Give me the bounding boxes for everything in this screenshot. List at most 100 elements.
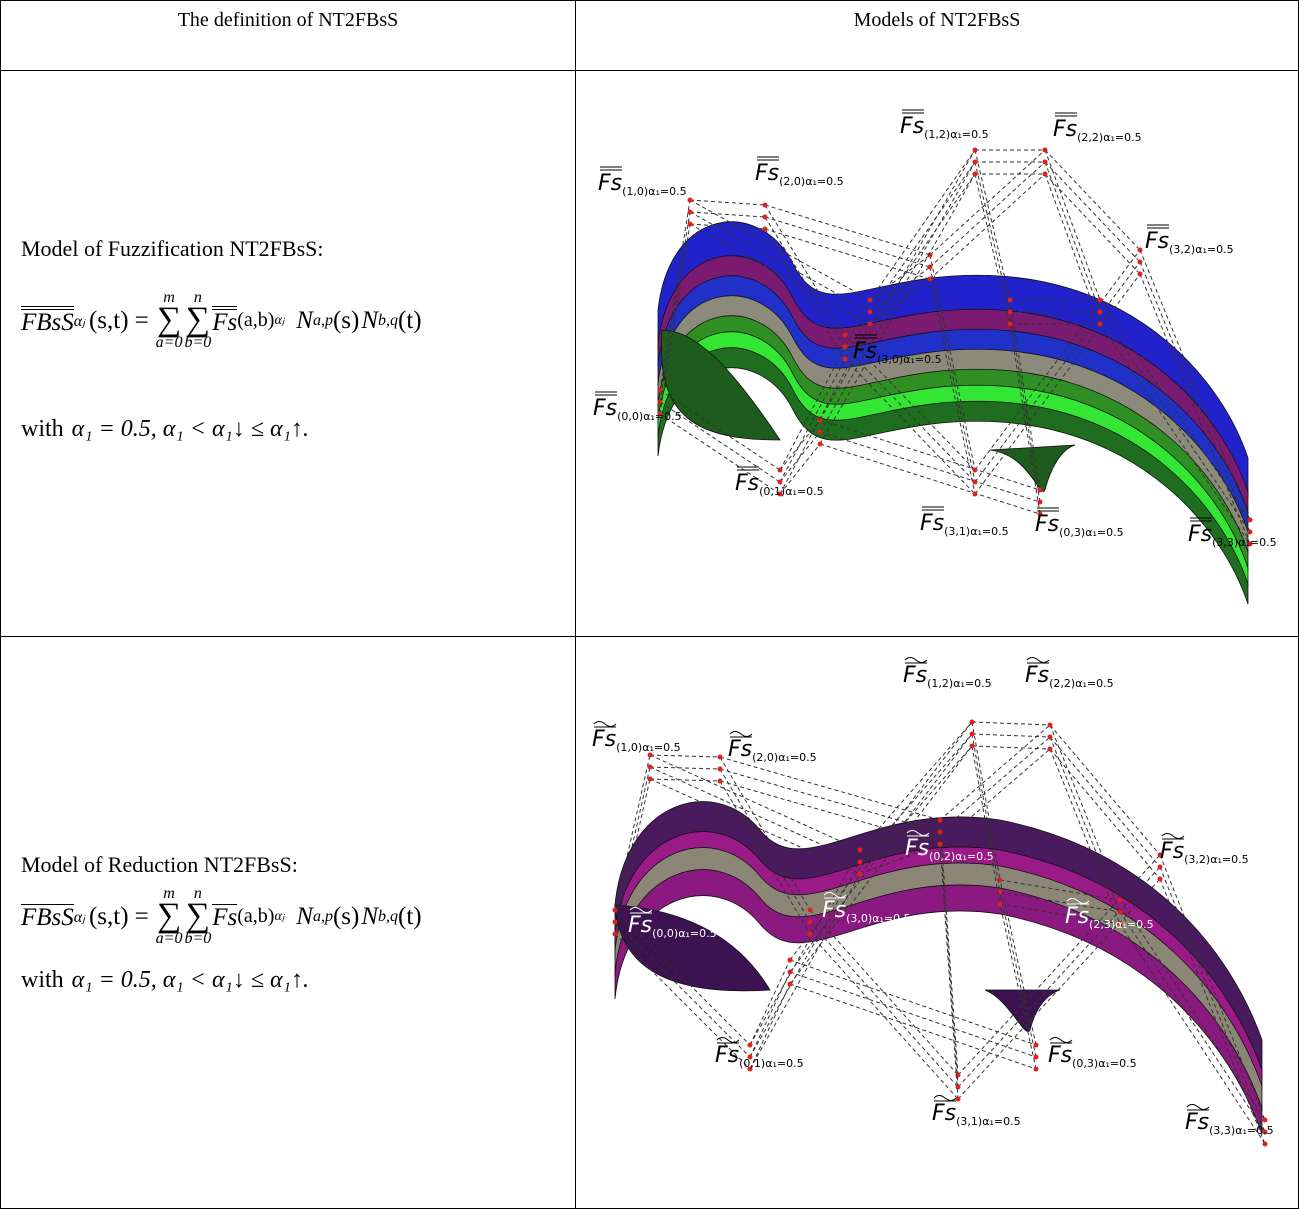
label-name: Fs — [1035, 512, 1059, 537]
point-label: Fs(1,2)α₁=0.5 — [903, 663, 992, 690]
point-label: Fs(3,1)α₁=0.5 — [920, 511, 1009, 538]
label-name: Fs — [735, 471, 759, 496]
label-name: Fs — [1053, 117, 1077, 142]
label-name: Fs — [822, 898, 846, 923]
control-point — [868, 310, 873, 315]
label-subscript: (3,2)α₁=0.5 — [1184, 853, 1248, 866]
point-label: Fs(2,0)α₁=0.5 — [728, 737, 817, 764]
control-point — [1138, 260, 1143, 265]
control-point — [973, 160, 978, 165]
control-net — [1000, 904, 1036, 1069]
control-point — [868, 322, 873, 327]
label-subscript: (2,0)α₁=0.5 — [779, 175, 843, 188]
control-point — [843, 333, 848, 338]
surface-underside — [985, 990, 1060, 1032]
control-point — [970, 732, 975, 737]
label-name: Fs — [715, 1043, 739, 1068]
control-point — [808, 920, 813, 925]
model-figures: Fs(1,0)α₁=0.5Fs(2,0)α₁=0.5Fs(1,2)α₁=0.5F… — [0, 0, 1299, 1209]
control-net — [1045, 162, 1140, 262]
label-subscript: (3,0)α₁=0.5 — [877, 353, 941, 366]
control-net — [972, 722, 1050, 725]
label-name: Fs — [1160, 839, 1184, 864]
control-point — [973, 172, 978, 177]
control-point — [788, 958, 793, 963]
label-name: Fs — [598, 171, 622, 196]
label-subscript: (1,0)α₁=0.5 — [622, 185, 686, 198]
control-net — [765, 205, 930, 255]
control-point — [973, 492, 978, 497]
control-point — [1008, 310, 1013, 315]
control-net — [650, 767, 720, 769]
control-point — [928, 277, 933, 282]
control-point — [1034, 1067, 1039, 1072]
control-point — [778, 480, 783, 485]
control-point — [1098, 322, 1103, 327]
label-subscript: (3,3)α₁=0.5 — [1212, 536, 1276, 549]
control-point — [648, 765, 653, 770]
control-point — [778, 468, 783, 473]
control-point — [858, 860, 863, 865]
control-point — [718, 779, 723, 784]
control-point — [613, 920, 618, 925]
control-point — [688, 198, 693, 203]
control-net — [1045, 150, 1140, 250]
control-point — [973, 468, 978, 473]
tilde — [905, 658, 927, 663]
control-point — [1263, 1142, 1268, 1147]
control-point — [1158, 877, 1163, 882]
control-point — [843, 357, 848, 362]
control-net — [940, 725, 1050, 820]
control-point — [1008, 322, 1013, 327]
control-point — [973, 480, 978, 485]
label-name: Fs — [903, 663, 927, 688]
point-label: Fs(2,2)α₁=0.5 — [1053, 117, 1142, 144]
control-point — [718, 755, 723, 760]
model-figure: Fs(1,2)α₁=0.5Fs(2,2)α₁=0.5Fs(1,0)α₁=0.5F… — [592, 658, 1274, 1147]
control-point — [818, 430, 823, 435]
control-point — [956, 1085, 961, 1090]
label-name: Fs — [755, 161, 779, 186]
control-point — [808, 908, 813, 913]
control-net — [790, 960, 1036, 1045]
label-name: Fs — [1065, 904, 1089, 929]
point-label: Fs(2,2)α₁=0.5 — [1025, 663, 1114, 690]
control-point — [868, 298, 873, 303]
label-subscript: (0,3)α₁=0.5 — [1072, 1057, 1136, 1070]
label-name: Fs — [900, 114, 924, 139]
point-label: Fs(3,1)α₁=0.5 — [932, 1101, 1021, 1128]
control-point — [858, 872, 863, 877]
point-label: Fs(1,0)α₁=0.5 — [598, 171, 687, 198]
point-label: Fs(0,1)α₁=0.5 — [735, 471, 824, 498]
tilde — [1187, 1105, 1209, 1110]
control-point — [788, 970, 793, 975]
label-subscript: (2,2)α₁=0.5 — [1049, 677, 1113, 690]
control-net — [1045, 150, 1100, 300]
control-point — [970, 744, 975, 749]
control-point — [1048, 723, 1053, 728]
control-net — [820, 432, 1040, 502]
control-point — [938, 830, 943, 835]
control-net — [1045, 174, 1140, 274]
label-subscript: (3,1)α₁=0.5 — [944, 525, 1008, 538]
label-name: Fs — [905, 836, 929, 861]
tilde — [934, 1096, 956, 1101]
label-subscript: (2,0)α₁=0.5 — [752, 751, 816, 764]
control-point — [1138, 248, 1143, 253]
point-label: Fs(3,2)α₁=0.5 — [1160, 839, 1249, 866]
label-name: Fs — [920, 511, 944, 536]
label-subscript: (1,2)α₁=0.5 — [927, 677, 991, 690]
control-point — [1008, 298, 1013, 303]
control-net — [650, 779, 720, 781]
control-point — [1098, 310, 1103, 315]
point-label: Fs(1,2)α₁=0.5 — [900, 114, 989, 141]
control-point — [858, 848, 863, 853]
control-point — [613, 908, 618, 913]
control-net — [940, 737, 1050, 832]
control-net — [650, 755, 720, 757]
label-name: Fs — [932, 1101, 956, 1126]
label-name: Fs — [592, 727, 616, 752]
control-net — [790, 972, 1036, 1057]
label-subscript: (0,2)α₁=0.5 — [929, 850, 993, 863]
control-point — [718, 767, 723, 772]
